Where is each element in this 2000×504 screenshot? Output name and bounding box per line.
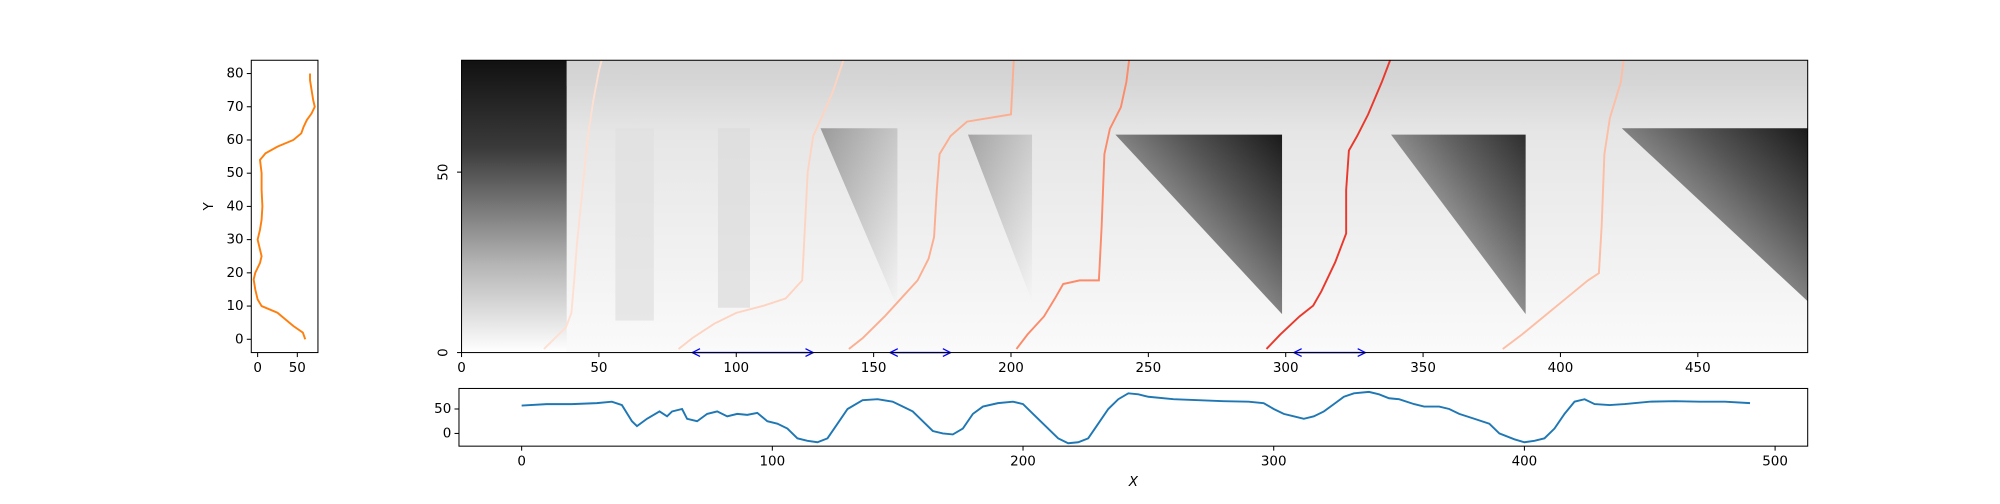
data-line [848,60,1015,350]
y-tick-label: 0 [443,426,452,441]
x-tick-label: 100 [759,455,785,470]
x-tick-label: 400 [1548,361,1574,376]
axes-frame [461,59,1809,354]
data-line [1015,60,1131,350]
x-tick-label: 0 [253,361,262,376]
data-line [1502,60,1625,350]
y-axis-label: Y [202,202,217,212]
y-tick-label: 20 [226,266,243,281]
x-tick-label: 150 [861,361,887,376]
heatmap-image [461,60,1808,353]
x-tick-label: 300 [1273,361,1299,376]
data-line [252,73,316,340]
y-tick-label: 0 [235,332,244,347]
x-tick-label: 0 [457,361,466,376]
x-tick-label: 500 [1762,455,1788,470]
y-tick-label: 50 [437,164,452,181]
x-axis-label: X [1128,475,1139,490]
data-line [521,390,1751,445]
x-tick-label: 400 [1512,455,1538,470]
y-tick-label: 60 [226,133,243,148]
y-tick-label: 50 [226,166,243,181]
x-tick-label: 250 [1136,361,1162,376]
data-line [677,59,845,350]
y-tick-label: 10 [226,299,243,314]
x-tick-label: 350 [1410,361,1436,376]
y-tick-label: 0 [437,348,452,357]
y-tick-label: 70 [226,100,243,115]
x-tick-label: 200 [1010,455,1036,470]
y-tick-label: 30 [226,233,243,248]
y-tick-label: 80 [226,67,243,82]
axes-frame [458,387,1809,447]
x-tick-label: 200 [998,361,1024,376]
y-tick-label: 50 [434,402,451,417]
x-tick-label: 300 [1261,455,1287,470]
x-tick-label: 50 [590,361,607,376]
data-line [543,60,603,350]
x-tick-label: 50 [289,361,306,376]
y-tick-label: 40 [226,199,243,214]
x-tick-label: 100 [723,361,749,376]
data-line [1265,59,1392,350]
x-tick-label: 0 [517,455,526,470]
axes-frame [250,59,319,354]
x-tick-label: 450 [1685,361,1711,376]
